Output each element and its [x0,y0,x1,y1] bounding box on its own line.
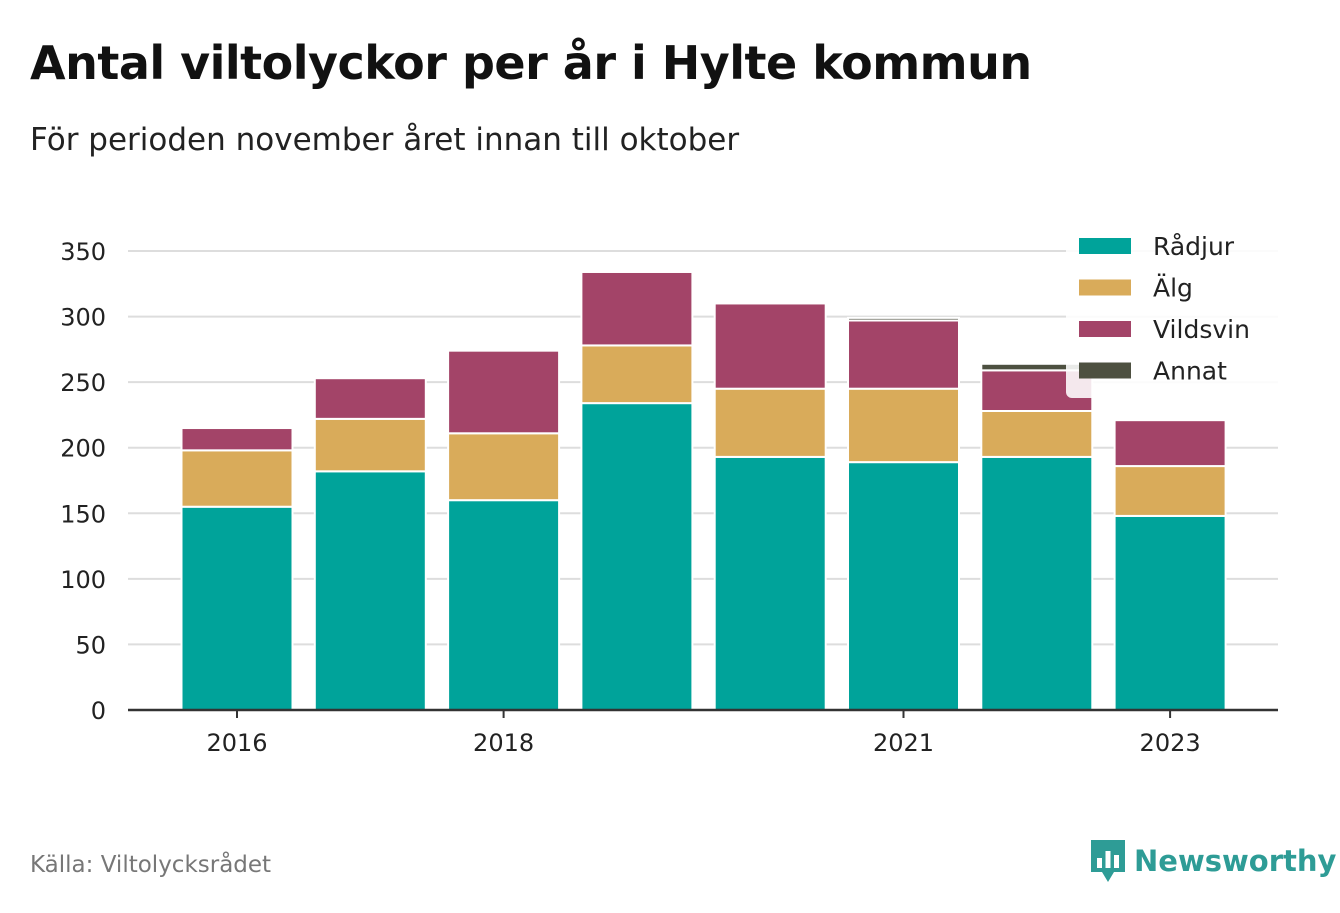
legend-label-älg: Älg [1153,274,1193,303]
bar-segment-älg [847,387,960,464]
legend-background [1066,228,1280,398]
bar-segment-vildsvin [180,427,294,452]
bar-segment-rådjur [1113,514,1227,711]
bar-segment-vildsvin [713,302,827,390]
legend-label-vildsvin: Vildsvin [1153,315,1250,344]
y-tick-label: 300 [60,304,106,332]
bar-segment-älg [980,409,1094,458]
x-tick-label: 2023 [1140,729,1201,757]
y-tick-label: 350 [60,238,106,266]
y-tick-label: 50 [75,631,106,659]
x-tick-label: 2021 [873,729,934,757]
bar-segment-rådjur [313,470,427,711]
legend-swatch-annat [1079,362,1131,379]
brand-logo: Newsworthy [1088,838,1336,884]
chart-subtitle: För perioden november året innan till ok… [30,122,740,158]
legend-swatch-rådjur [1079,238,1131,254]
y-tick-label: 200 [60,435,106,463]
bar-segment-rådjur [847,461,960,712]
legend-swatch-älg [1079,279,1131,296]
brand-name: Newsworthy [1134,844,1337,878]
source-note: Källa: Viltolycksrådet [30,852,272,878]
bar-segment-vildsvin [847,319,960,390]
legend-label-rådjur: Rådjur [1153,232,1235,261]
x-tick-label: 2016 [206,729,267,757]
legend-label-annat: Annat [1153,357,1227,386]
y-tick-label: 100 [60,566,106,594]
bar-segment-rådjur [580,402,694,711]
bar-segment-vildsvin [313,377,427,420]
y-tick-label: 0 [91,697,106,725]
bar-segment-älg [180,449,294,508]
bar-segment-rådjur [180,505,294,711]
bar-segment-rådjur [713,455,827,711]
bar-segment-annat [847,316,960,322]
bar-segment-älg [313,417,427,473]
chart-title: Antal viltolyckor per år i Hylte kommun [30,36,1032,90]
newsworthy-logo-icon [1091,840,1125,882]
bar-segment-vildsvin [1113,419,1227,468]
y-tick-label: 150 [60,500,106,528]
bar-segment-älg [447,432,561,502]
legend-swatch-vildsvin [1079,321,1131,337]
bar-segment-rådjur [447,499,561,711]
y-tick-label: 250 [60,369,106,397]
bar-segment-vildsvin [580,270,694,347]
bar-segment-älg [580,344,694,405]
bar-segment-rådjur [980,455,1094,711]
bar-segment-vildsvin [447,349,561,435]
x-tick-label: 2018 [473,729,534,757]
bar-segment-älg [1113,465,1227,517]
bar-segment-älg [713,387,827,458]
